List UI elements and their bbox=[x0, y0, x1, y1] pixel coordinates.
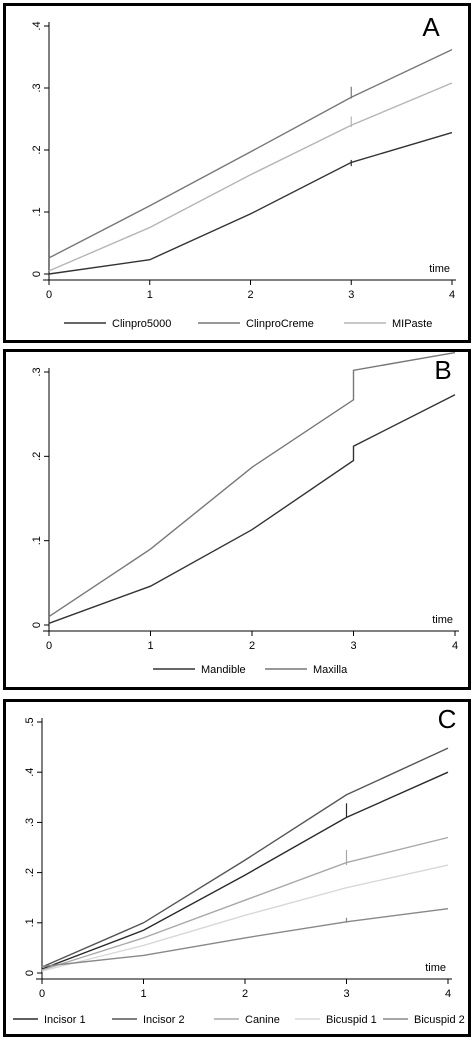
series-line-maxilla bbox=[48, 352, 456, 618]
series-line-incisor-1 bbox=[41, 771, 449, 970]
y-tick-label: .3 bbox=[31, 367, 43, 376]
x-tick-label: 2 bbox=[249, 640, 255, 652]
x-tick-label: 0 bbox=[46, 640, 52, 652]
series-line-bicuspid-2 bbox=[41, 908, 449, 968]
series-line-mandible bbox=[48, 394, 456, 624]
panel-a: 0 1 2 3 4 0 .1 .2 .3 .4 time A Clinpro5000 ClinproCre… bbox=[3, 3, 471, 343]
panel-letter: B bbox=[434, 355, 451, 385]
legend-label: Incisor 2 bbox=[143, 1014, 185, 1026]
panel-letter: C bbox=[438, 704, 457, 734]
y-tick-label: .4 bbox=[24, 768, 36, 777]
x-tick-label: 3 bbox=[350, 640, 356, 652]
series-line-clinprocreme bbox=[48, 48, 453, 259]
y-tick-label: .2 bbox=[31, 145, 43, 154]
legend-label: Bicuspid 1 bbox=[326, 1014, 377, 1026]
y-tick-label: .2 bbox=[24, 868, 36, 877]
panel-letter: A bbox=[422, 12, 440, 42]
y-tick-label: .4 bbox=[31, 21, 43, 30]
panel-b: 0 1 2 3 4 0 .1 .2 .3 time B Mandible Maxilla bbox=[3, 349, 471, 690]
legend-label: Clinpro5000 bbox=[112, 318, 171, 330]
legend-label: MIPaste bbox=[392, 318, 432, 330]
chart-svg-a: 0 1 2 3 4 0 .1 .2 .3 .4 time A Clinpro5000 ClinproCre… bbox=[31, 12, 456, 330]
legend-label: Bicuspid 2 bbox=[414, 1014, 465, 1026]
legend-label: ClinproCreme bbox=[246, 318, 314, 330]
x-tick-label: 4 bbox=[449, 289, 455, 301]
x-tick-label: 4 bbox=[452, 640, 458, 652]
y-tick-label: .2 bbox=[31, 452, 43, 461]
chart-svg-c: 0 1 2 3 4 0 .1 .2 .3 .4 .5 time C Incisor 1 Incisor 2 C… bbox=[13, 704, 465, 1026]
x-tick-label: 1 bbox=[147, 289, 153, 301]
y-tick-label: 0 bbox=[31, 271, 43, 277]
y-tick-label: .1 bbox=[31, 207, 43, 216]
y-tick-label: .5 bbox=[24, 717, 36, 726]
x-tick-label: 2 bbox=[242, 988, 248, 1000]
x-tick-label: 0 bbox=[39, 988, 45, 1000]
x-tick-label: 3 bbox=[348, 289, 354, 301]
x-axis-label: time bbox=[432, 614, 453, 626]
x-axis-label: time bbox=[429, 263, 450, 275]
y-tick-label: .3 bbox=[24, 818, 36, 827]
series-line-incisor-2 bbox=[41, 747, 449, 968]
series-line-bicuspid-1 bbox=[41, 864, 449, 972]
chart-svg-b: 0 1 2 3 4 0 .1 .2 .3 time B Mandible Maxilla bbox=[31, 352, 459, 676]
x-tick-label: 3 bbox=[343, 988, 349, 1000]
x-axis-label: time bbox=[425, 962, 446, 974]
x-tick-label: 1 bbox=[140, 988, 146, 1000]
legend-label: Maxilla bbox=[313, 664, 348, 676]
x-tick-label: 1 bbox=[147, 640, 153, 652]
series-line-mipaste bbox=[48, 82, 453, 272]
y-tick-label: 0 bbox=[24, 970, 36, 976]
panel-c: 0 1 2 3 4 0 .1 .2 .3 .4 .5 time C Incisor 1 Incisor 2 C… bbox=[3, 699, 471, 1037]
series-line-clinpro5000 bbox=[48, 131, 453, 275]
y-tick-label: .1 bbox=[24, 918, 36, 927]
y-tick-label: 0 bbox=[31, 622, 43, 628]
x-tick-label: 0 bbox=[46, 289, 52, 301]
legend-label: Mandible bbox=[201, 664, 246, 676]
x-tick-label: 2 bbox=[247, 289, 253, 301]
x-tick-label: 4 bbox=[445, 988, 451, 1000]
series-line-canine bbox=[41, 836, 449, 971]
legend-label: Canine bbox=[245, 1014, 280, 1026]
y-tick-label: .1 bbox=[31, 536, 43, 545]
legend-label: Incisor 1 bbox=[44, 1014, 86, 1026]
y-tick-label: .3 bbox=[31, 83, 43, 92]
